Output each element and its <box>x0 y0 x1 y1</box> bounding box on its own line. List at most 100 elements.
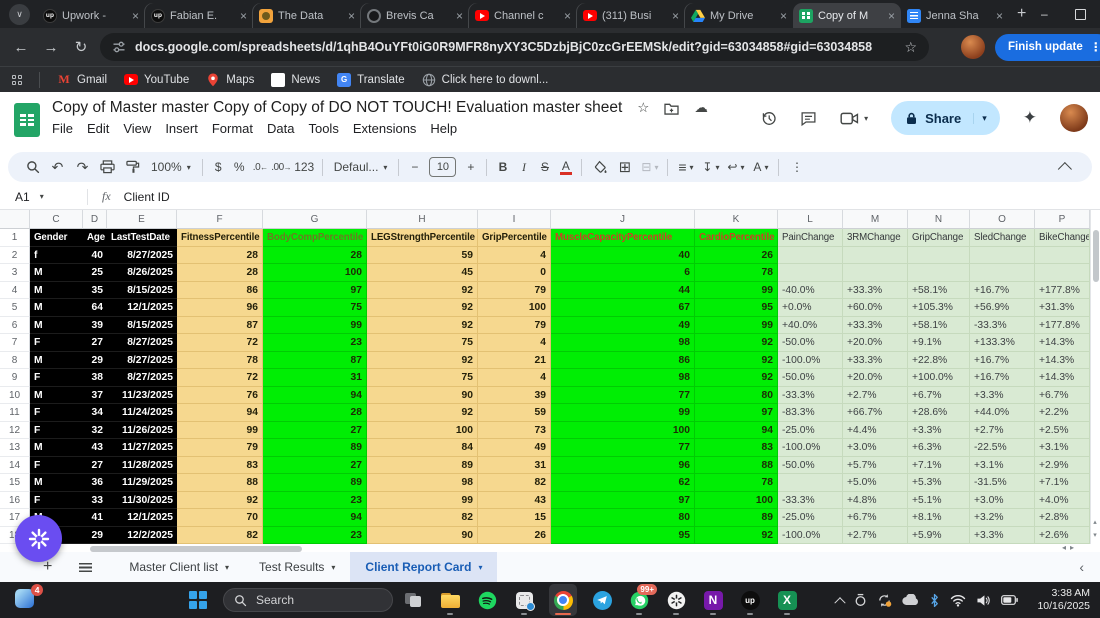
browser-profile-avatar[interactable] <box>961 35 985 59</box>
cell-K10[interactable]: 80 <box>695 386 778 404</box>
add-sheet-icon[interactable]: + <box>43 558 53 575</box>
header-cell-J[interactable]: MuscleCapacityPercentile <box>551 229 695 247</box>
cell-M11[interactable]: +66.7% <box>843 404 908 422</box>
url-bar[interactable]: docs.google.com/spreadsheets/d/1qhB4OuYF… <box>100 33 929 61</box>
cell-N5[interactable]: +105.3% <box>908 299 970 317</box>
menu-file[interactable]: File <box>52 121 73 136</box>
cell-E8[interactable]: 8/27/2025 <box>107 351 177 369</box>
cell-I10[interactable]: 39 <box>478 386 551 404</box>
cell-D12[interactable]: 32 <box>83 421 107 439</box>
header-cell-O[interactable]: SledChange <box>970 229 1035 247</box>
cell-L3[interactable] <box>778 264 843 282</box>
cell-P2[interactable] <box>1035 246 1090 264</box>
tray-app-icon[interactable] <box>854 593 867 607</box>
cell-F3[interactable]: 28 <box>177 264 263 282</box>
row-number[interactable]: 11 <box>0 404 30 422</box>
site-settings-icon[interactable] <box>112 40 126 54</box>
cell-G8[interactable]: 87 <box>263 351 367 369</box>
cell-F6[interactable]: 87 <box>177 316 263 334</box>
column-header-O[interactable]: O <box>970 210 1035 229</box>
row-number[interactable]: 1 <box>0 229 30 247</box>
browser-tab[interactable]: Brevis Ca × <box>361 3 469 28</box>
paint-format-icon[interactable] <box>120 160 145 174</box>
horizontal-align-icon[interactable]: ≡ ▾ <box>678 159 694 175</box>
cell-E5[interactable]: 12/1/2025 <box>107 299 177 317</box>
cell-G15[interactable]: 89 <box>263 474 367 492</box>
cell-D16[interactable]: 33 <box>83 491 107 509</box>
document-title[interactable]: Copy of Master master Copy of Copy of DO… <box>52 99 623 116</box>
cell-G9[interactable]: 31 <box>263 369 367 387</box>
column-header-L[interactable]: L <box>778 210 843 229</box>
cell-I3[interactable]: 0 <box>478 264 551 282</box>
cell-F4[interactable]: 86 <box>177 281 263 299</box>
cell-H8[interactable]: 92 <box>367 351 478 369</box>
cell-J13[interactable]: 77 <box>551 439 695 457</box>
cell-L5[interactable]: +0.0% <box>778 299 843 317</box>
taskbar-app-excel[interactable]: X <box>775 584 799 616</box>
cell-E16[interactable]: 11/30/2025 <box>107 491 177 509</box>
cell-J10[interactable]: 77 <box>551 386 695 404</box>
fill-color-icon[interactable] <box>587 160 612 174</box>
cell-G13[interactable]: 89 <box>263 439 367 457</box>
cell-M9[interactable]: +20.0% <box>843 369 908 387</box>
sheet-tab-client-report-card[interactable]: Client Report Card ▾ <box>350 552 498 582</box>
cell-L15[interactable] <box>778 474 843 492</box>
cell-K4[interactable]: 99 <box>695 281 778 299</box>
cell-O10[interactable]: +3.3% <box>970 386 1035 404</box>
tab-close-icon[interactable]: × <box>131 8 139 23</box>
cell-G2[interactable]: 28 <box>263 246 367 264</box>
extension-fab-button[interactable] <box>15 515 62 562</box>
cell-N17[interactable]: +8.1% <box>908 509 970 527</box>
vertical-align-icon[interactable]: ↧ ▾ <box>702 160 720 174</box>
browser-menu-icon[interactable]: ⋮ <box>1089 40 1100 54</box>
sheets-logo-icon[interactable] <box>14 103 40 137</box>
row-number[interactable]: 15 <box>0 474 30 492</box>
volume-icon[interactable] <box>976 594 991 607</box>
decrease-font-size-icon[interactable]: − <box>411 160 419 174</box>
cell-P15[interactable]: +7.1% <box>1035 474 1090 492</box>
percent-format-icon[interactable]: % <box>233 160 245 174</box>
cell-K5[interactable]: 95 <box>695 299 778 317</box>
cell-G16[interactable]: 23 <box>263 491 367 509</box>
cell-J17[interactable]: 80 <box>551 509 695 527</box>
cell-C8[interactable]: M <box>30 351 83 369</box>
menu-insert[interactable]: Insert <box>165 121 198 136</box>
cell-G11[interactable]: 28 <box>263 404 367 422</box>
cell-P18[interactable]: +2.6% <box>1035 526 1090 544</box>
cell-G17[interactable]: 94 <box>263 509 367 527</box>
cell-L16[interactable]: -33.3% <box>778 491 843 509</box>
column-header-F[interactable]: F <box>177 210 263 229</box>
cell-J14[interactable]: 96 <box>551 456 695 474</box>
cell-D2[interactable]: 40 <box>83 246 107 264</box>
cell-K6[interactable]: 99 <box>695 316 778 334</box>
taskbar-app-file-explorer[interactable] <box>438 584 462 616</box>
cell-J9[interactable]: 98 <box>551 369 695 387</box>
cell-G12[interactable]: 27 <box>263 421 367 439</box>
column-header-K[interactable]: K <box>695 210 778 229</box>
gemini-sparkle-icon[interactable]: ✦ <box>1022 108 1037 127</box>
cell-L11[interactable]: -83.3% <box>778 404 843 422</box>
cell-J18[interactable]: 95 <box>551 526 695 544</box>
cell-C11[interactable]: F <box>30 404 83 422</box>
horizontal-scroll-thumb[interactable] <box>90 546 302 552</box>
cell-G5[interactable]: 75 <box>263 299 367 317</box>
vertical-scroll-arrows[interactable]: ▴ ▾ <box>1093 519 1097 539</box>
cell-E17[interactable]: 12/1/2025 <box>107 509 177 527</box>
cell-C5[interactable]: M <box>30 299 83 317</box>
cell-H15[interactable]: 98 <box>367 474 478 492</box>
header-cell-L[interactable]: PainChange <box>778 229 843 247</box>
move-folder-icon[interactable] <box>664 102 680 115</box>
share-button[interactable]: Share ▾ <box>891 101 1000 135</box>
taskbar-search[interactable]: Search <box>223 588 393 612</box>
cell-E4[interactable]: 8/15/2025 <box>107 281 177 299</box>
cell-L12[interactable]: -25.0% <box>778 421 843 439</box>
cell-D18[interactable]: 29 <box>83 526 107 544</box>
cell-N15[interactable]: +5.3% <box>908 474 970 492</box>
cell-L8[interactable]: -100.0% <box>778 351 843 369</box>
start-button[interactable] <box>189 591 207 609</box>
cell-O18[interactable]: +3.3% <box>970 526 1035 544</box>
cell-N13[interactable]: +6.3% <box>908 439 970 457</box>
tray-expand-icon[interactable] <box>834 597 846 609</box>
sheet-scroll-left-icon[interactable]: ‹ <box>1079 559 1084 575</box>
cell-P3[interactable] <box>1035 264 1090 282</box>
